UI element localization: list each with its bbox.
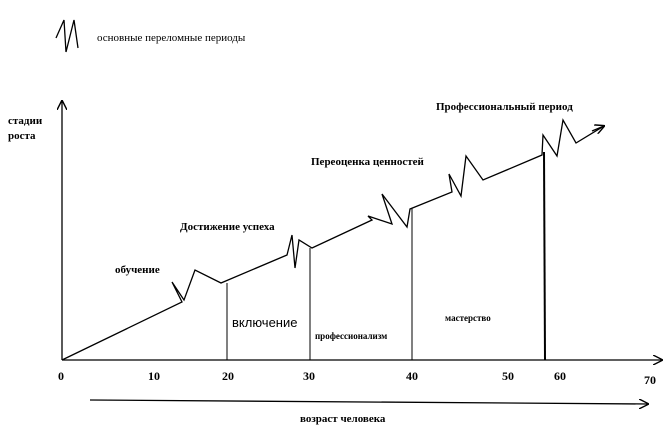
phase-masterstvo: мастерство: [445, 313, 491, 323]
x-tick-label: 70: [644, 373, 656, 387]
x-tick-label: 10: [148, 369, 160, 383]
x-tick-label: 0: [58, 369, 64, 383]
milestone-pereocenka: Переоценка ценностей: [311, 156, 424, 168]
milestone-obuchenie: обучение: [115, 264, 160, 276]
age-arrow-line: [89, 400, 648, 404]
milestone-labels: обучение Достижение успеха Переоценка це…: [115, 101, 573, 276]
milestone-professionalny: Профессиональный период: [436, 101, 573, 113]
x-tick-label: 40: [406, 369, 418, 383]
legend: основные переломные периоды: [55, 19, 246, 53]
legend-label: основные переломные периоды: [97, 32, 246, 44]
y-axis: стадии роста: [8, 101, 62, 360]
zigzag-icon: [55, 19, 79, 53]
x-tick-label: 20: [222, 369, 234, 383]
x-tick-label: 50: [502, 369, 514, 383]
milestone-dostizhenie: Достижение успеха: [180, 221, 275, 233]
phase-labels: включение профессионализм мастерство: [232, 313, 491, 341]
phase-professionalizm: профессионализм: [315, 331, 387, 341]
period-dividers: [226, 151, 546, 361]
x-axis-title: возраст человека: [300, 413, 386, 425]
x-tick-label: 30: [303, 369, 315, 383]
growth-line-arrowhead: [591, 126, 604, 131]
x-axis: 0 10 20 30 40 50 60 70: [58, 360, 662, 387]
growth-line: [61, 118, 605, 361]
divider-58: [543, 151, 546, 361]
age-arrow: возраст человека: [89, 400, 648, 425]
y-axis-label-line2: роста: [8, 130, 36, 142]
y-axis-label-line1: стадии: [8, 115, 43, 127]
phase-vklyuchenie: включение: [232, 315, 297, 330]
x-tick-label: 60: [554, 369, 566, 383]
